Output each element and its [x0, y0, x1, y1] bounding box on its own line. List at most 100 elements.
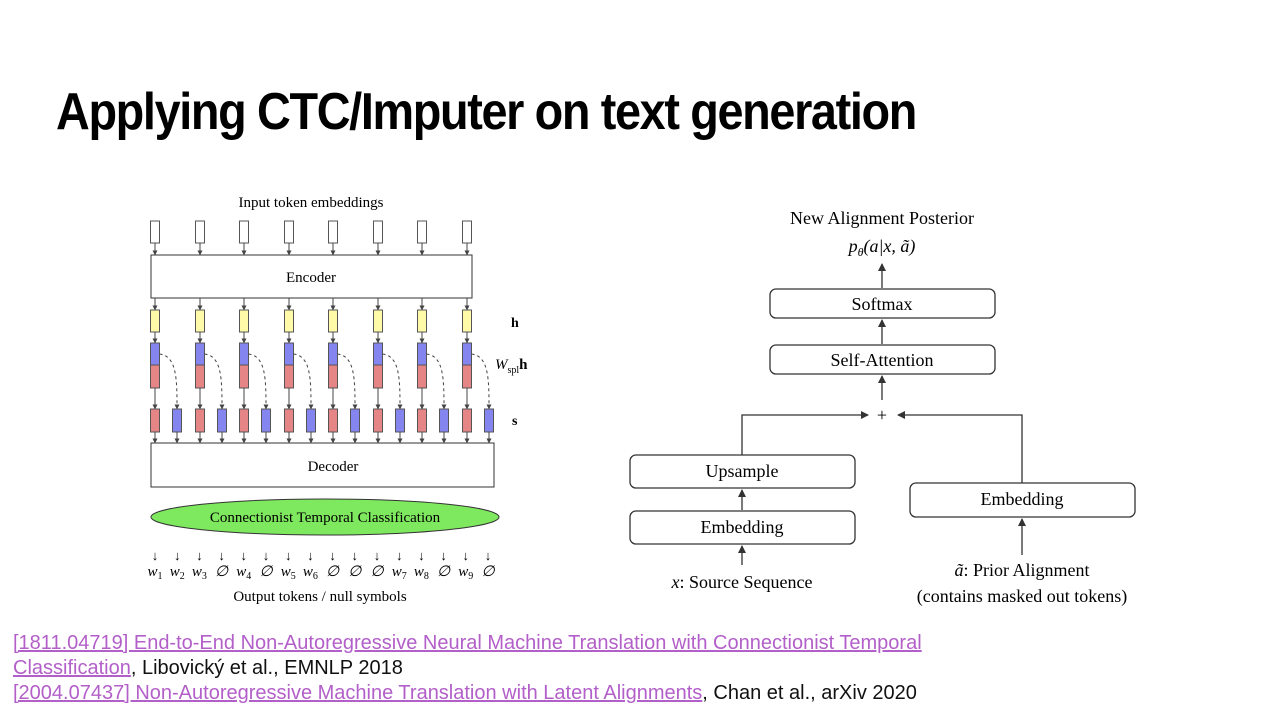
s-box — [350, 408, 360, 433]
dashed-link — [337, 353, 358, 410]
reference: [1811.04719] End-to-End Non-Autoregressi… — [13, 631, 1048, 681]
token-arrow: ↓ — [485, 548, 492, 563]
proj-box-bottom — [195, 364, 205, 389]
proj-box-bottom — [417, 364, 427, 389]
input-box — [195, 220, 205, 244]
s-box — [172, 408, 182, 433]
softmax-box — [769, 288, 996, 319]
attention-box — [769, 344, 996, 375]
token-base: ∅ — [481, 564, 495, 580]
dashed-link — [204, 353, 225, 410]
input-box — [239, 220, 249, 244]
source-label: x: Source Sequence — [671, 572, 813, 592]
proj-box-bottom — [284, 364, 294, 389]
s-box — [239, 408, 249, 433]
token-base: w — [303, 564, 313, 580]
ctc-label: Connectionist Temporal Classification — [210, 510, 441, 526]
token-base: ∅ — [437, 564, 451, 580]
token-arrow: ↓ — [263, 548, 270, 563]
prior-var: ã — [955, 560, 964, 580]
s-box — [395, 408, 405, 433]
token-arrow: ↓ — [418, 548, 425, 563]
output-token: w6 — [303, 564, 318, 582]
token-base: w — [281, 564, 291, 580]
posterior-formula: pθ(a|x, ã) — [847, 236, 916, 259]
output-token: ∅ — [348, 564, 362, 580]
proj-box-bottom — [328, 364, 338, 389]
reference-text: , Chan et al., arXiv 2020 — [702, 682, 917, 704]
s-box — [439, 408, 449, 433]
output-token: w3 — [192, 564, 207, 582]
s-label: s — [512, 414, 518, 429]
hidden-box — [462, 309, 472, 333]
proj-box-bottom — [239, 364, 249, 389]
hidden-box — [373, 309, 383, 333]
formula-sub: θ — [858, 245, 864, 259]
token-sub: 9 — [468, 571, 473, 582]
proj-box-top — [239, 342, 249, 366]
dashed-link — [248, 353, 269, 410]
input-box — [417, 220, 427, 244]
input-box — [150, 220, 160, 244]
token-base: w — [414, 564, 424, 580]
ctc-columns: ↓w1↓w2↓w3↓∅↓w4↓∅↓w5↓w6↓∅↓∅↓∅↓w7↓w8↓∅↓w9↓… — [147, 220, 495, 582]
reference: [2004.07437] Non-Autoregressive Machine … — [13, 681, 1048, 706]
hidden-box — [239, 309, 249, 333]
s-box — [328, 408, 338, 433]
imputer-diagram: New Alignment Posterior pθ(a|x, ã) Softm… — [629, 208, 1136, 607]
token-sub: 1 — [158, 571, 163, 582]
s-box — [417, 408, 427, 433]
s-box — [462, 408, 472, 433]
embedding-box — [909, 482, 1136, 518]
token-arrow: ↓ — [174, 548, 181, 563]
output-token: ∅ — [259, 564, 273, 580]
prior-note: (contains masked out tokens) — [917, 586, 1127, 607]
s-box — [195, 408, 205, 433]
decoder-box — [150, 442, 495, 488]
token-arrow: ↓ — [307, 548, 314, 563]
proj-box-top — [417, 342, 427, 366]
output-token: w4 — [236, 564, 251, 582]
token-sub: 8 — [424, 571, 429, 582]
reference-link[interactable]: [1811.04719] End-to-End Non-Autoregressi… — [13, 632, 922, 679]
output-token: w5 — [281, 564, 296, 582]
token-arrow: ↓ — [152, 548, 159, 563]
slide-title: Applying CTC/Imputer on text generation — [56, 83, 917, 141]
output-token: w7 — [392, 564, 407, 582]
input-box — [284, 220, 294, 244]
token-base: ∅ — [348, 564, 362, 580]
proj-box-bottom — [150, 364, 160, 389]
wspl-label: Wsplh — [495, 357, 528, 376]
token-arrow: ↓ — [440, 548, 447, 563]
token-sub: 5 — [291, 571, 296, 582]
dashed-link — [159, 353, 180, 410]
embedding-label: Embedding — [701, 517, 784, 537]
token-base: w — [147, 564, 157, 580]
token-arrow: ↓ — [463, 548, 470, 563]
arrow — [741, 411, 869, 455]
token-sub: 6 — [313, 571, 318, 582]
source-var: x — [671, 572, 680, 592]
dashed-link — [426, 353, 447, 410]
token-arrow: ↓ — [196, 548, 203, 563]
prior-text: : Prior Alignment — [964, 560, 1090, 580]
proj-box-top — [195, 342, 205, 366]
proj-box-bottom — [462, 364, 472, 389]
output-token: w8 — [414, 564, 429, 582]
dashed-link — [471, 353, 492, 410]
token-base: ∅ — [326, 564, 340, 580]
hidden-box — [195, 309, 205, 333]
proj-box-top — [462, 342, 472, 366]
output-token: ∅ — [481, 564, 495, 580]
reference-link[interactable]: [2004.07437] Non-Autoregressive Machine … — [13, 682, 703, 704]
upsample-label: Upsample — [706, 461, 779, 481]
token-sub: 3 — [202, 571, 207, 582]
output-token: w9 — [458, 564, 473, 582]
s-box — [306, 408, 316, 433]
arrow — [897, 411, 1023, 483]
s-box — [217, 408, 227, 433]
encoder-label: Encoder — [286, 270, 336, 286]
prior-label: ã: Prior Alignment — [955, 560, 1090, 580]
token-base: ∅ — [259, 564, 273, 580]
